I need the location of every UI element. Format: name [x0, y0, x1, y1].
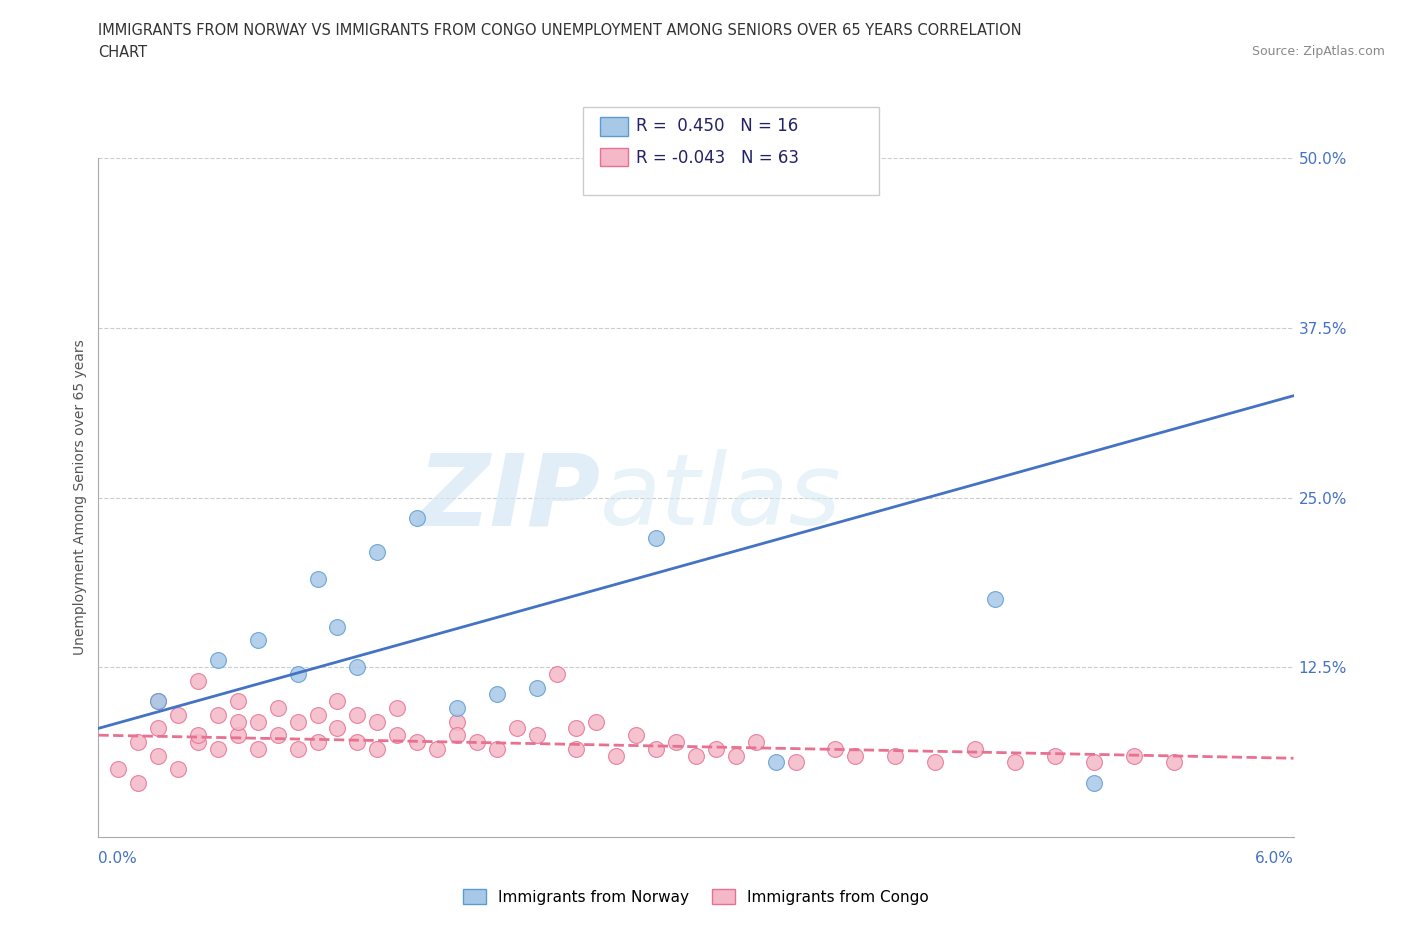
Point [366, 714, 388, 729]
Point [346, 660, 368, 675]
Point [385, 700, 409, 715]
Point [287, 667, 309, 682]
Point [924, 755, 946, 770]
Text: CHART: CHART [98, 45, 148, 60]
Legend: Immigrants from Norway, Immigrants from Congo: Immigrants from Norway, Immigrants from … [457, 883, 935, 910]
Point [685, 748, 707, 763]
Point [665, 735, 688, 750]
Point [326, 619, 349, 634]
Text: Source: ZipAtlas.com: Source: ZipAtlas.com [1251, 45, 1385, 58]
Point [187, 735, 209, 750]
Point [148, 694, 170, 709]
Point [226, 694, 249, 709]
Point [246, 632, 269, 647]
Point [645, 741, 668, 756]
Point [307, 735, 329, 750]
Point [385, 727, 409, 742]
Point [884, 748, 907, 763]
Point [765, 755, 787, 770]
Point [1083, 755, 1105, 770]
Point [366, 544, 388, 559]
Point [287, 714, 309, 729]
Point [226, 714, 249, 729]
Point [465, 735, 488, 750]
Point [187, 727, 209, 742]
Point [148, 748, 170, 763]
Text: ZIP: ZIP [418, 449, 600, 546]
Point [406, 511, 429, 525]
Point [485, 687, 508, 702]
Point [565, 721, 588, 736]
Text: atlas: atlas [600, 449, 842, 546]
Point [287, 741, 309, 756]
Point [127, 776, 149, 790]
Point [1043, 748, 1066, 763]
Point [446, 700, 468, 715]
Point [207, 653, 229, 668]
Point [167, 762, 190, 777]
Point [207, 708, 229, 723]
Point [167, 708, 190, 723]
Point [148, 694, 170, 709]
Point [824, 741, 846, 756]
Point [724, 748, 747, 763]
Point [645, 531, 668, 546]
Point [226, 727, 249, 742]
Point [844, 748, 866, 763]
Point [624, 727, 647, 742]
Point [127, 735, 149, 750]
Point [107, 762, 129, 777]
Y-axis label: Unemployment Among Seniors over 65 years: Unemployment Among Seniors over 65 years [73, 339, 87, 656]
Point [1083, 776, 1105, 790]
Point [446, 714, 468, 729]
Point [526, 680, 548, 695]
Point [704, 741, 727, 756]
Point [307, 572, 329, 587]
Point [326, 721, 349, 736]
Text: 6.0%: 6.0% [1254, 851, 1294, 866]
Point [267, 727, 290, 742]
Point [1004, 755, 1026, 770]
Point [963, 741, 986, 756]
Point [326, 694, 349, 709]
Point [745, 735, 768, 750]
Point [406, 735, 429, 750]
Point [526, 727, 548, 742]
Point [546, 667, 568, 682]
Text: R =  0.450   N = 16: R = 0.450 N = 16 [636, 117, 797, 136]
Point [605, 748, 627, 763]
Point [446, 727, 468, 742]
Text: R = -0.043   N = 63: R = -0.043 N = 63 [636, 149, 799, 167]
Text: IMMIGRANTS FROM NORWAY VS IMMIGRANTS FROM CONGO UNEMPLOYMENT AMONG SENIORS OVER : IMMIGRANTS FROM NORWAY VS IMMIGRANTS FRO… [98, 23, 1022, 38]
Point [246, 741, 269, 756]
Point [426, 741, 449, 756]
Point [346, 735, 368, 750]
Point [1163, 755, 1185, 770]
Point [307, 708, 329, 723]
Point [366, 741, 388, 756]
Point [187, 673, 209, 688]
Point [485, 741, 508, 756]
Point [506, 721, 529, 736]
Point [346, 708, 368, 723]
Point [1123, 748, 1146, 763]
Text: 0.0%: 0.0% [98, 851, 138, 866]
Point [246, 714, 269, 729]
Point [983, 592, 1005, 607]
Point [207, 741, 229, 756]
Point [148, 721, 170, 736]
Point [267, 700, 290, 715]
Point [785, 755, 807, 770]
Point [565, 741, 588, 756]
Point [585, 714, 607, 729]
